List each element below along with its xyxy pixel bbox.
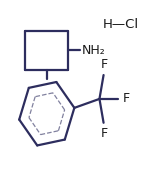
Text: F: F xyxy=(123,92,130,105)
Text: NH₂: NH₂ xyxy=(82,44,106,57)
Text: H—Cl: H—Cl xyxy=(103,18,139,31)
Text: F: F xyxy=(101,58,108,71)
Text: F: F xyxy=(101,127,108,140)
